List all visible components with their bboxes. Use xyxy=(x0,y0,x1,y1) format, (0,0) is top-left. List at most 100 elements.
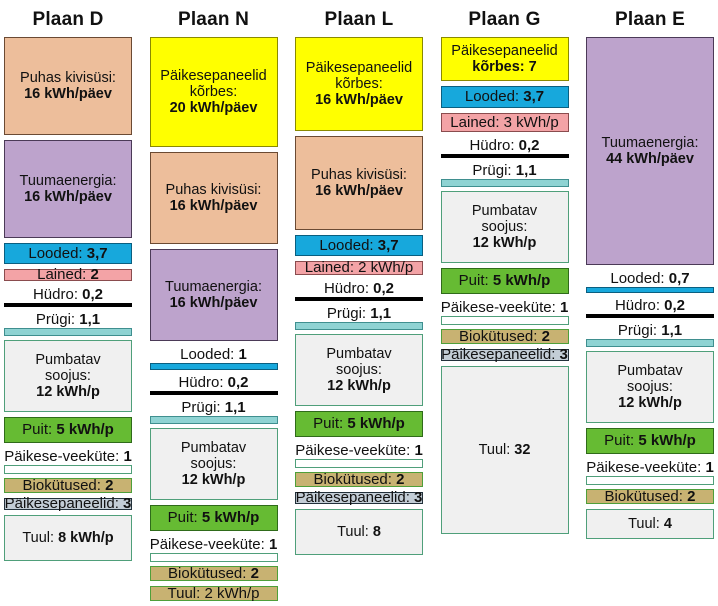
energy-band-label: Biokütused: 2 xyxy=(459,327,550,345)
energy-band-waste xyxy=(440,179,569,187)
energy-source-stack: Päikesepaneelid kõrbes: 7 Looded: 3,7 Laine… xyxy=(437,37,573,561)
energy-band-label: Looded: 3,7 xyxy=(319,236,399,254)
energy-band-heat-pump: Pumbatav soojus: 12 kWh/p xyxy=(586,351,714,423)
energy-band-label: Pumbatav soojus: 12 kWh/p xyxy=(471,203,538,251)
energy-band-label-solar-water-heating: Päikese-veeküte: 1 xyxy=(149,536,278,553)
energy-band-label-waste: Prügi: 1,1 xyxy=(35,311,101,328)
energy-band-waste xyxy=(586,339,714,347)
energy-band-label: Lained: 2 xyxy=(37,266,99,283)
energy-band-bar xyxy=(295,261,423,275)
energy-band-bar xyxy=(586,489,714,504)
plan-column-title: Plaan D xyxy=(32,9,104,30)
energy-band-label-solar-water-heating: Päikese-veeküte: 1 xyxy=(295,442,423,459)
energy-band-waste xyxy=(149,416,278,424)
energy-band-label: Puhas kivisüsi: 16 kWh/päev xyxy=(311,167,407,199)
energy-band-tide: Looded: 3,7 xyxy=(440,86,569,108)
energy-band-tide xyxy=(149,363,278,370)
energy-band-bar xyxy=(4,478,132,493)
energy-band-wood: Puit: 5 kWh/p xyxy=(586,428,714,454)
energy-band-bar xyxy=(440,86,569,108)
energy-band-bar xyxy=(295,472,423,487)
energy-band-wave: Lained: 3 kWh/p xyxy=(440,113,569,132)
energy-band-hydro xyxy=(4,303,132,307)
energy-band-hydro xyxy=(149,391,278,395)
energy-band-label-solar-water-heating: Päikese-veeküte: 1 xyxy=(440,299,569,316)
energy-band-label: Tuumaenergia: 16 kWh/päev xyxy=(165,279,262,311)
energy-band-label: Päikesepaneelid kõrbes: 16 kWh/päev xyxy=(305,60,413,108)
energy-band-wood: Puit: 5 kWh/p xyxy=(440,268,569,294)
energy-band-label: Pumbatav soojus: 12 kWh/p xyxy=(326,346,392,394)
energy-band-label: Pumbatav soojus: 12 kWh/p xyxy=(180,440,247,488)
energy-band-label: Puit: 5 kWh/p xyxy=(22,421,114,438)
energy-band-photovoltaics: Päikesepaneelid: 3 xyxy=(440,347,569,363)
energy-band-label-tide: Looded: 0,7 xyxy=(610,270,690,287)
energy-band-wind: Tuul: 8 xyxy=(295,509,423,555)
plan-column-plaan-l: Plaan L Päikesepaneelid kõrbes: 16 kWh/päev… xyxy=(291,0,427,561)
energy-band-label-waste: Prügi: 1,1 xyxy=(472,162,537,179)
energy-band-label: Päikesepaneelid: 3 xyxy=(295,489,423,506)
energy-band-biofuel: Biokütused: 2 xyxy=(440,327,569,345)
energy-band-hydro xyxy=(586,314,714,318)
energy-band-clean-coal: Puhas kivisüsi: 16 kWh/päev xyxy=(4,37,132,135)
energy-band-wood: Puit: 5 kWh/p xyxy=(4,417,132,443)
energy-plans-chart: Plaan D Puhas kivisüsi: 16 kWh/päev Tuumaen… xyxy=(4,0,714,601)
energy-band-bar xyxy=(149,505,278,531)
energy-band-wave: Lained: 2 kWh/p xyxy=(295,259,423,276)
energy-band-wind: Tuul: 8 kWh/p xyxy=(4,515,132,561)
energy-band-label: Pumbatav soojus: 12 kWh/p xyxy=(35,352,101,400)
energy-band-label-hydro: Hüdro: 0,2 xyxy=(32,286,104,303)
energy-band-label: Lained: 2 kWh/p xyxy=(304,259,414,276)
energy-band-bar xyxy=(440,329,569,344)
energy-band-wave: Lained: 2 xyxy=(4,266,132,283)
energy-band-label: Tuul: 32 xyxy=(478,442,531,458)
energy-band-bar xyxy=(4,417,132,443)
energy-band-bar xyxy=(440,268,569,294)
energy-band-label: Pumbatav soojus: 12 kWh/p xyxy=(617,363,683,411)
energy-band-solar-farm: Päikesepaneelid kõrbes: 20 kWh/päev xyxy=(149,37,278,147)
energy-band-nuclear: Tuumaenergia: 44 kWh/päev xyxy=(586,37,714,265)
energy-band-label: Puhas kivisüsi: 16 kWh/päev xyxy=(20,70,116,102)
energy-band-clean-coal: Puhas kivisüsi: 16 kWh/päev xyxy=(149,152,278,244)
energy-band-label: Tuumaenergia: 44 kWh/päev xyxy=(601,135,699,167)
energy-band-label-hydro: Hüdro: 0,2 xyxy=(323,280,395,297)
energy-band-label-solar-water-heating: Päikese-veeküte: 1 xyxy=(586,459,714,476)
energy-band-label-waste: Prügi: 1,1 xyxy=(617,322,683,339)
energy-band-wind: Tuul: 2 kWh/p xyxy=(149,584,278,602)
energy-band-solar-water-heating xyxy=(440,316,569,325)
energy-band-clean-coal: Puhas kivisüsi: 16 kWh/päev xyxy=(295,136,423,230)
energy-band-solar-farm: Päikesepaneelid kõrbes: 16 kWh/päev xyxy=(295,37,423,131)
energy-band-solar-water-heating xyxy=(4,465,132,474)
energy-band-label: Biokütused: 2 xyxy=(604,487,696,505)
energy-band-label: Tuumaenergia: 16 kWh/päev xyxy=(19,173,117,205)
energy-band-label-solar-water-heating: Päikese-veeküte: 1 xyxy=(4,448,132,465)
energy-band-photovoltaics: Päikesepaneelid: 3 xyxy=(295,489,423,506)
energy-band-solar-water-heating xyxy=(295,459,423,468)
energy-band-heat-pump: Pumbatav soojus: 12 kWh/p xyxy=(295,334,423,406)
energy-band-heat-pump: Pumbatav soojus: 12 kWh/p xyxy=(440,191,569,263)
plan-column-title: Plaan G xyxy=(468,9,541,30)
plan-column-plaan-g: Plaan G Päikesepaneelid kõrbes: 7 Looded: 3… xyxy=(437,0,573,561)
energy-band-hydro xyxy=(295,297,423,301)
energy-band-label: Päikesepaneelid: 3 xyxy=(4,495,132,512)
energy-band-wind: Tuul: 32 xyxy=(440,366,569,534)
energy-band-bar xyxy=(586,428,714,454)
energy-band-label: Tuul: 2 kWh/p xyxy=(167,584,260,602)
energy-band-biofuel: Biokütused: 2 xyxy=(4,476,132,494)
energy-source-stack: Puhas kivisüsi: 16 kWh/päev Tuumaenergia: 1… xyxy=(0,37,136,566)
energy-band-waste xyxy=(295,322,423,330)
energy-band-bar xyxy=(295,492,423,504)
energy-band-bar xyxy=(4,498,132,510)
energy-band-bar xyxy=(4,269,132,281)
energy-band-label-hydro: Hüdro: 0,2 xyxy=(178,374,249,391)
energy-band-biofuel: Biokütused: 2 xyxy=(586,487,714,505)
energy-band-heat-pump: Pumbatav soojus: 12 kWh/p xyxy=(149,428,278,500)
energy-band-heat-pump: Pumbatav soojus: 12 kWh/p xyxy=(4,340,132,412)
energy-band-label: Biokütused: 2 xyxy=(22,476,114,494)
plan-column-title: Plaan N xyxy=(177,9,250,30)
energy-band-nuclear: Tuumaenergia: 16 kWh/päev xyxy=(4,140,132,238)
energy-band-bar xyxy=(4,243,132,264)
energy-band-label: Lained: 3 kWh/p xyxy=(450,113,559,131)
energy-band-photovoltaics: Päikesepaneelid: 3 xyxy=(4,495,132,512)
energy-band-bar xyxy=(295,411,423,437)
energy-band-wood: Puit: 5 kWh/p xyxy=(295,411,423,437)
